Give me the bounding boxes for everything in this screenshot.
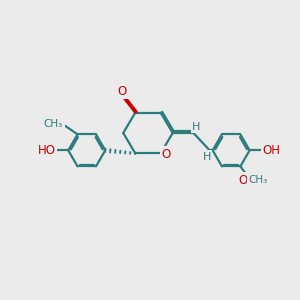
Text: CH₃: CH₃ xyxy=(43,119,62,129)
Text: H: H xyxy=(203,152,211,162)
Text: HO: HO xyxy=(38,144,56,157)
Text: CH₃: CH₃ xyxy=(248,175,268,185)
Text: O: O xyxy=(161,148,170,160)
Text: O: O xyxy=(54,118,64,131)
Text: H: H xyxy=(192,122,200,132)
Text: O: O xyxy=(117,85,127,98)
Text: OH: OH xyxy=(262,144,280,157)
Text: O: O xyxy=(239,174,248,187)
